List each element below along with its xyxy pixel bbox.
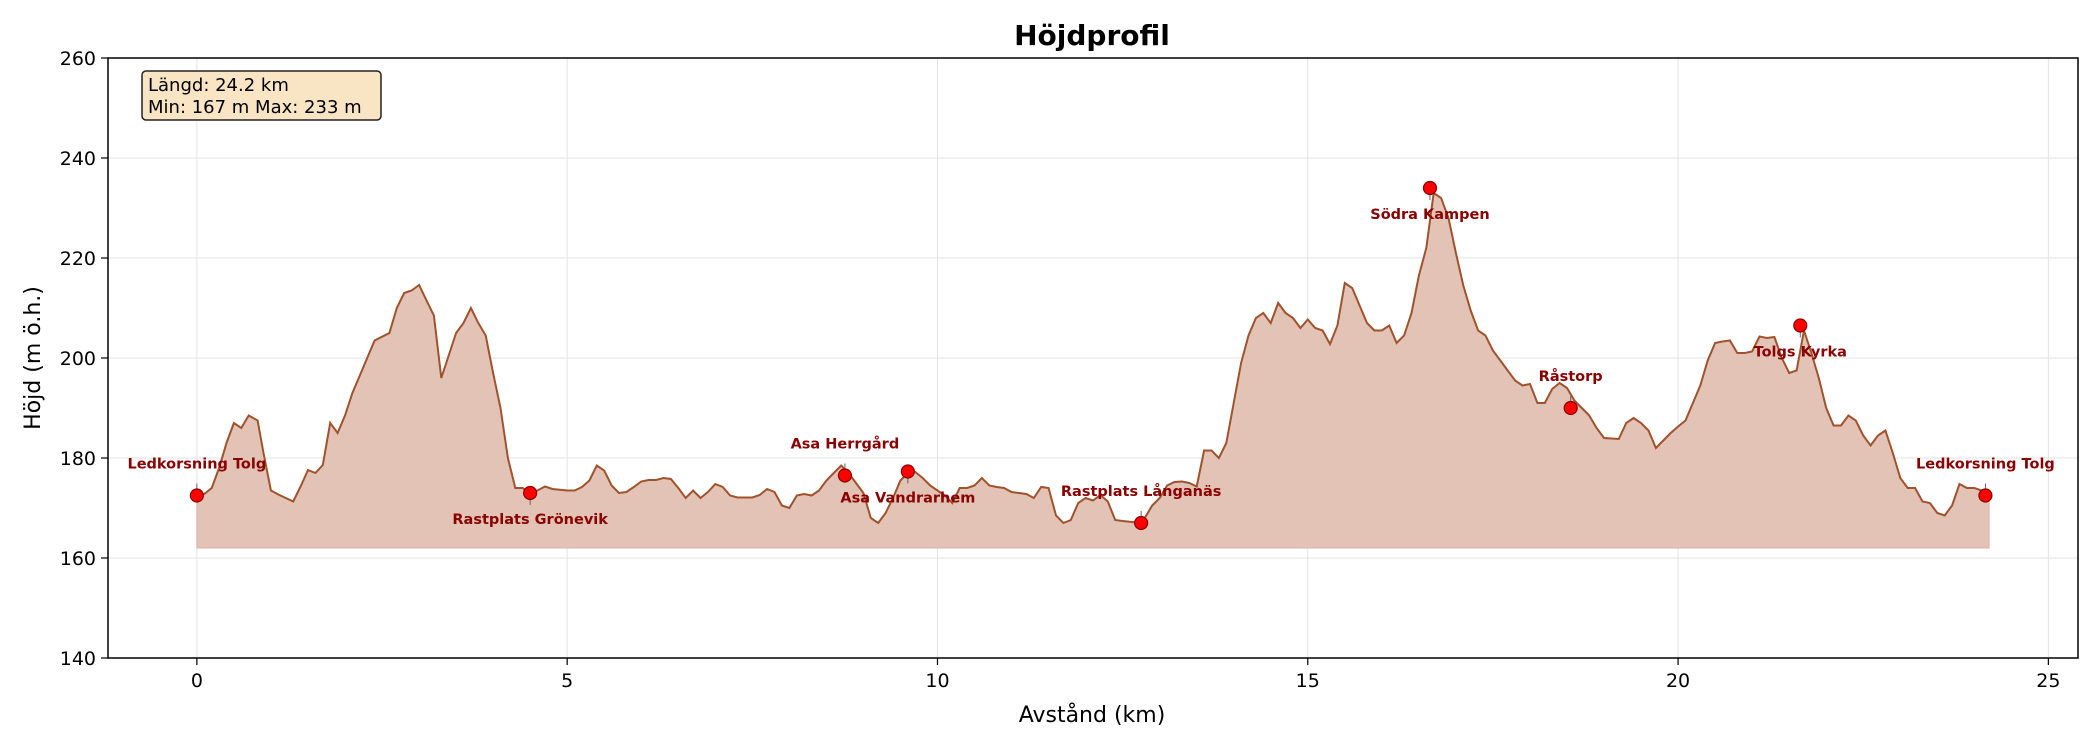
waypoint-label: Södra Kampen	[1370, 207, 1489, 223]
y-tick-label: 200	[60, 348, 96, 370]
chart-title: Höjdprofil	[1014, 19, 1170, 52]
info-box: Längd: 24.2 km Min: 167 m Max: 233 m	[141, 70, 382, 121]
waypoint-marker	[1563, 400, 1578, 416]
waypoint-label: Tolgs Kyrka	[1754, 345, 1847, 361]
y-tick-label: 180	[60, 448, 96, 470]
waypoint-label: Ledkorsning Tolg	[1916, 457, 2055, 473]
y-tick-label: 220	[60, 248, 96, 270]
waypoint-marker	[1422, 180, 1438, 196]
x-tick-label: 0	[191, 670, 203, 692]
info-box-frame	[141, 70, 382, 121]
waypoint-label: Ledkorsning Tolg	[127, 457, 266, 473]
waypoint-marker	[189, 488, 204, 503]
x-axis-label: Avstånd (km)	[1019, 702, 1166, 728]
info-length: Längd: 24.2 km	[148, 75, 289, 96]
waypoint-label: Råstorp	[1539, 368, 1603, 385]
info-min-max: Min: 167 m Max: 233 m	[148, 97, 362, 118]
waypoint-marker	[1793, 318, 1808, 333]
elevation-line	[196, 191, 1990, 525]
waypoint-marker	[900, 464, 915, 479]
x-tick-label: 10	[925, 670, 949, 692]
waypoint-marker	[1134, 515, 1149, 531]
waypoint-marker	[523, 485, 538, 501]
x-tick-label: 20	[1666, 670, 1690, 692]
waypoint-markers: Ledkorsning Tolg Rastplats Grönevik Asa He…	[127, 180, 2055, 531]
x-tick-label: 5	[561, 670, 573, 692]
waypoint-label: Rastplats Grönevik	[452, 512, 608, 528]
y-axis-label: Höjd (m ö.h.)	[21, 286, 46, 430]
y-tick-label: 260	[60, 48, 96, 70]
waypoint-label: Asa Herrgård	[791, 436, 900, 453]
waypoint-marker	[837, 468, 852, 483]
x-axis: 0 5 10 15 20 25	[191, 658, 2060, 692]
x-tick-label: 25	[2036, 670, 2060, 692]
waypoint-marker	[1978, 488, 1993, 503]
y-axis: 140 160 180 200 220 240 260	[60, 48, 108, 670]
waypoint-label: Rastplats Långanäs	[1061, 483, 1222, 500]
y-tick-label: 160	[60, 548, 96, 570]
y-tick-label: 240	[60, 148, 96, 170]
waypoint-label: Asa Vandrarhem	[840, 491, 975, 507]
y-tick-label: 140	[60, 648, 96, 670]
x-tick-label: 15	[1296, 670, 1320, 692]
